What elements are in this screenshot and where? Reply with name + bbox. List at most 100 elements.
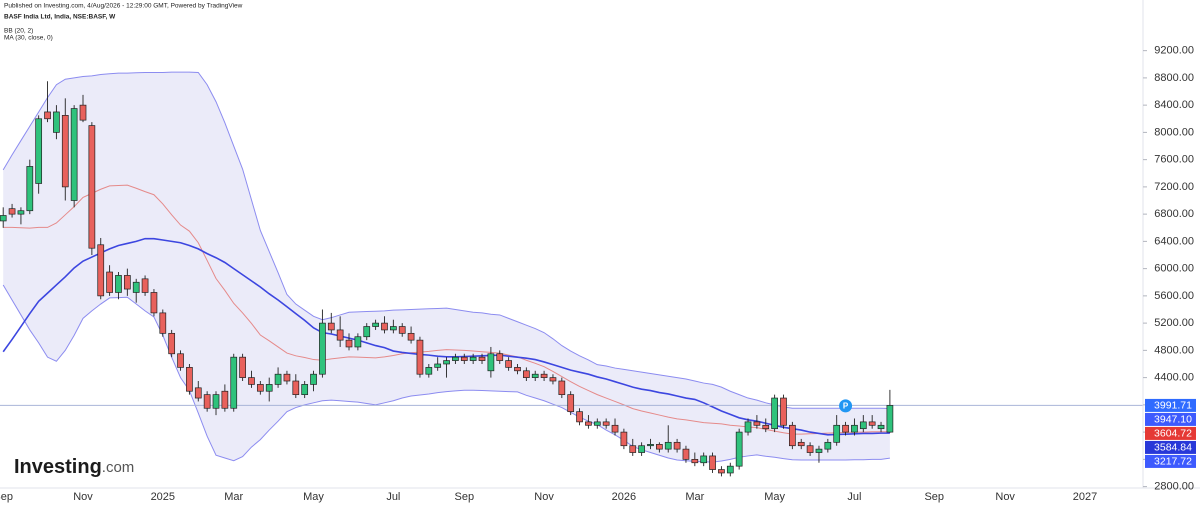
candle-body bbox=[487, 353, 495, 372]
x-tick-label: Sep bbox=[0, 491, 13, 503]
candle-body bbox=[744, 421, 752, 433]
candle-body bbox=[797, 441, 805, 447]
candle-body bbox=[88, 125, 96, 249]
y-tick-label: 2800.00 bbox=[1154, 481, 1194, 493]
y-tick-label: 8000.00 bbox=[1154, 126, 1194, 138]
candle-body bbox=[53, 111, 60, 133]
x-tick-label: Nov bbox=[995, 491, 1015, 503]
candle-body bbox=[8, 208, 16, 215]
x-tick-label: Sep bbox=[454, 491, 474, 503]
candle-body bbox=[611, 424, 619, 433]
candle-body bbox=[886, 405, 894, 433]
price-tag bbox=[1145, 398, 1196, 412]
chart-title: BASF India Ltd, India, NSE:BASF, W bbox=[4, 14, 116, 21]
candle-body bbox=[877, 424, 885, 430]
y-tick-label: 7600.00 bbox=[1154, 154, 1194, 166]
price-tag-label: 3991.71 bbox=[1154, 400, 1192, 412]
candle-body bbox=[203, 394, 211, 409]
candle-body bbox=[460, 356, 468, 361]
legend-entry: BB (20, 2) bbox=[4, 28, 33, 35]
candle-body bbox=[97, 244, 105, 297]
candle-body bbox=[682, 448, 690, 460]
bb-basis-line bbox=[3, 184, 890, 435]
y-tick-label: 6800.00 bbox=[1154, 208, 1194, 220]
candle-body bbox=[629, 445, 637, 453]
candle-body bbox=[17, 210, 25, 215]
candle-body bbox=[815, 448, 823, 453]
legend-entry: MA (30, close, 0) bbox=[4, 35, 53, 42]
candle-body bbox=[381, 322, 388, 331]
x-tick-label: May bbox=[303, 491, 324, 503]
logo-name: Investing bbox=[14, 456, 102, 478]
y-tick-label: 8400.00 bbox=[1154, 99, 1194, 111]
y-tick-label: 7200.00 bbox=[1154, 181, 1194, 193]
candle-body bbox=[123, 275, 131, 290]
candle-body bbox=[505, 360, 512, 368]
candle-body bbox=[186, 367, 193, 392]
candle-body bbox=[310, 373, 317, 385]
candle-body bbox=[691, 458, 699, 464]
y-tick-label: 4400.00 bbox=[1154, 372, 1194, 384]
candle-body bbox=[35, 118, 43, 184]
candle-body bbox=[762, 424, 770, 430]
x-tick-label: Jul bbox=[847, 491, 861, 503]
candle-body bbox=[398, 326, 406, 334]
candle-body bbox=[753, 421, 761, 426]
candle-body bbox=[842, 424, 849, 433]
candle-body bbox=[407, 332, 415, 341]
candle-body bbox=[345, 339, 353, 348]
candle-body bbox=[292, 380, 300, 395]
price-tag-label: 3947.10 bbox=[1154, 414, 1192, 426]
candle-body bbox=[726, 465, 734, 474]
candle-body bbox=[478, 356, 486, 361]
candle-body bbox=[150, 292, 158, 314]
candle-body bbox=[700, 455, 708, 464]
candle-body bbox=[159, 312, 167, 334]
candle-body bbox=[806, 445, 814, 453]
candle-body bbox=[664, 441, 672, 450]
candle-body bbox=[434, 363, 442, 368]
candle-body bbox=[452, 356, 459, 361]
candle-body bbox=[115, 275, 122, 293]
candle-body bbox=[496, 353, 504, 361]
candle-body bbox=[363, 326, 371, 338]
bb-upper-line bbox=[2, 71, 890, 409]
price-tag bbox=[1145, 440, 1196, 454]
plot-area: P bbox=[0, 71, 1143, 477]
y-tick-label: 8800.00 bbox=[1154, 72, 1194, 84]
candle-body bbox=[274, 373, 282, 385]
candle-body bbox=[789, 424, 796, 447]
candle-body bbox=[443, 360, 450, 365]
candle-body bbox=[168, 332, 176, 355]
candle-body bbox=[585, 421, 592, 426]
candle-body bbox=[389, 326, 397, 331]
y-tick-label: 5600.00 bbox=[1154, 290, 1194, 302]
candle-body bbox=[425, 367, 433, 375]
candle-body bbox=[354, 336, 362, 348]
candle-body bbox=[70, 108, 78, 201]
publisher-note: Published on Investing.com, 4/Aug/2026 -… bbox=[4, 3, 243, 10]
price-tag bbox=[1145, 454, 1196, 468]
candle-body bbox=[230, 356, 238, 409]
candle-body bbox=[61, 115, 69, 188]
price-tag-label: 3584.84 bbox=[1154, 442, 1192, 454]
candle-body bbox=[336, 329, 344, 341]
y-tick-label: 6000.00 bbox=[1154, 263, 1194, 275]
candle-body bbox=[709, 455, 716, 470]
candle-body bbox=[514, 367, 521, 372]
candle-body bbox=[647, 444, 654, 447]
candle-body bbox=[656, 444, 663, 450]
x-tick-label: May bbox=[764, 491, 785, 503]
candle-body bbox=[301, 384, 309, 395]
candle-body bbox=[177, 353, 184, 368]
candle-body bbox=[416, 339, 424, 375]
candle-body bbox=[26, 166, 34, 212]
candle-body bbox=[540, 373, 548, 378]
candle-body bbox=[638, 445, 645, 453]
candle-body bbox=[248, 377, 255, 385]
candle-body bbox=[620, 431, 628, 447]
candle-body bbox=[771, 397, 778, 430]
candle-body bbox=[833, 424, 841, 443]
candle-body bbox=[602, 421, 610, 426]
ma-line bbox=[2, 237, 890, 436]
